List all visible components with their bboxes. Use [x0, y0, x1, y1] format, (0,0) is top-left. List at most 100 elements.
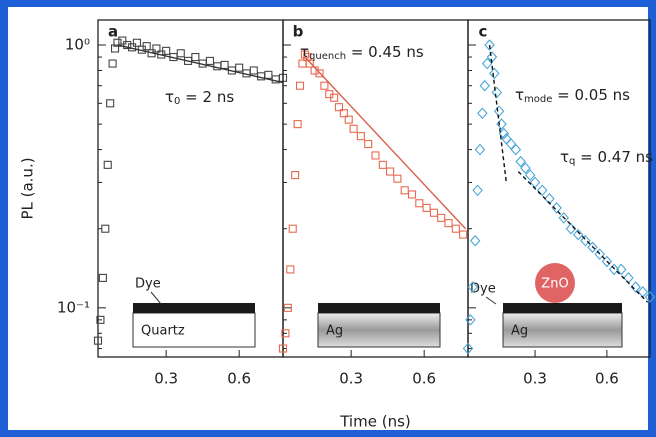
pointer	[150, 291, 162, 305]
point	[176, 49, 185, 58]
fit-line	[304, 56, 467, 230]
point	[422, 203, 431, 212]
point	[400, 186, 409, 195]
x-tick-label: 0.6	[412, 370, 436, 388]
point	[451, 224, 460, 233]
point	[393, 174, 402, 183]
annotation: τmode = 0.05 ns	[515, 86, 630, 106]
annotation-text: = 0.05 ns	[552, 86, 630, 104]
point	[349, 124, 358, 133]
point	[467, 281, 479, 293]
point	[132, 38, 141, 47]
inset-label: Quartz	[141, 324, 185, 339]
point	[505, 138, 517, 150]
point	[459, 230, 468, 239]
point	[498, 127, 510, 140]
point	[118, 36, 127, 45]
dye-layer	[503, 303, 622, 313]
point	[510, 143, 522, 156]
annotation-subscript: quench	[309, 51, 346, 62]
point	[489, 67, 500, 80]
point	[378, 160, 387, 169]
fit-line	[117, 44, 284, 84]
fit-line	[488, 44, 508, 183]
point	[113, 38, 122, 47]
y-axis-label: PL (a.u.)	[19, 157, 37, 219]
point	[103, 160, 112, 169]
point	[515, 155, 526, 168]
annotation-subscript: 0	[174, 96, 180, 107]
annotation: τquench = 0.45 ns	[300, 43, 424, 63]
point	[288, 224, 297, 233]
point	[608, 263, 620, 276]
point	[162, 46, 171, 55]
inset-label: Dye	[135, 277, 161, 292]
point	[235, 63, 244, 72]
x-tick-label: 0.3	[339, 370, 363, 388]
inset-label: Ag	[511, 324, 528, 339]
particle	[535, 263, 575, 303]
x-tick-label: 0.3	[523, 370, 547, 388]
point	[152, 44, 161, 53]
point	[429, 208, 438, 217]
annotation: τ0 = 2 ns	[165, 88, 234, 108]
point	[142, 42, 151, 51]
point	[529, 176, 541, 189]
x-axis-label: Time (ns)	[339, 413, 411, 431]
point	[491, 86, 502, 99]
panel-label: c	[479, 23, 488, 41]
fit-line	[517, 171, 649, 303]
point	[291, 171, 300, 180]
point	[281, 329, 290, 338]
annotation-text: = 0.45 ns	[346, 43, 424, 61]
point	[474, 143, 486, 156]
point	[293, 120, 302, 129]
point	[356, 132, 365, 141]
x-tick-label: 0.3	[154, 370, 178, 388]
annotation-text: = 0.47 ns	[575, 148, 653, 166]
point	[344, 115, 353, 124]
point	[572, 228, 584, 241]
point	[295, 81, 305, 90]
annotation-symbol: τ	[560, 148, 569, 166]
inset-label: Ag	[326, 324, 343, 339]
annotation-text: = 2 ns	[180, 88, 234, 106]
point	[305, 59, 314, 68]
point	[630, 281, 641, 293]
y-tick-label: 10⁰	[65, 36, 90, 54]
point	[536, 184, 548, 197]
point	[594, 248, 605, 261]
point	[469, 234, 481, 247]
point	[587, 241, 598, 254]
point	[444, 219, 453, 228]
point	[320, 81, 329, 90]
point	[283, 303, 292, 312]
point	[472, 184, 483, 197]
point	[264, 70, 273, 79]
point	[96, 315, 105, 324]
annotation: τq = 0.47 ns	[560, 148, 653, 168]
plot-frame	[467, 19, 651, 358]
point	[616, 263, 627, 276]
point	[481, 57, 493, 70]
point	[286, 265, 295, 274]
pointer	[485, 296, 497, 305]
point	[106, 99, 115, 108]
point	[520, 162, 531, 174]
dye-layer	[133, 303, 255, 313]
point	[407, 190, 417, 199]
annotation-symbol: τ	[515, 86, 524, 104]
point	[479, 79, 491, 92]
point	[315, 69, 324, 78]
point	[334, 103, 344, 112]
point	[386, 167, 395, 176]
point	[580, 234, 591, 247]
point	[220, 60, 229, 69]
point	[278, 344, 288, 353]
point	[364, 139, 373, 149]
inset-label: ZnO	[541, 277, 568, 292]
point	[191, 52, 200, 62]
dye-layer	[318, 303, 440, 313]
